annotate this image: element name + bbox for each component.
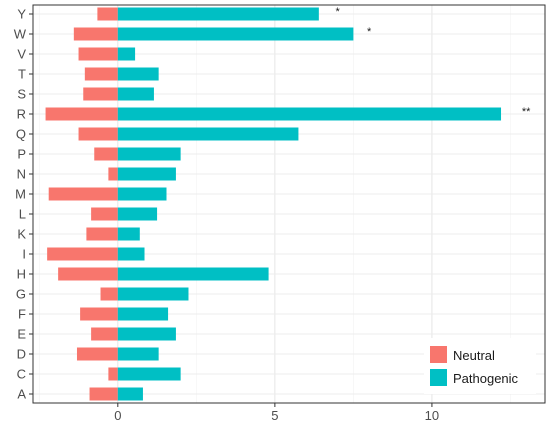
bars [45, 7, 502, 401]
legend-label-neutral: Neutral [453, 348, 495, 363]
bar-neutral-E [91, 327, 118, 341]
y-tick-label-S: S [17, 87, 26, 102]
bar-neutral-T [84, 67, 118, 81]
bar-neutral-Y [97, 7, 118, 21]
bar-pathogenic-Y [117, 7, 319, 21]
bar-pathogenic-W [117, 27, 354, 41]
y-tick-label-T: T [18, 67, 26, 82]
bar-neutral-D [76, 347, 118, 361]
y-tick-label-Y: Y [17, 7, 26, 22]
y-tick-label-H: H [17, 267, 26, 282]
y-tick-label-L: L [19, 207, 26, 222]
bar-neutral-F [80, 307, 118, 321]
y-tick-label-P: P [17, 147, 26, 162]
y-tick-label-I: I [22, 247, 26, 262]
legend-swatch-pathogenic [430, 369, 447, 386]
bar-pathogenic-A [117, 387, 143, 401]
x-tick-label: 10 [425, 408, 439, 423]
y-tick-label-N: N [17, 167, 26, 182]
y-tick-label-Q: Q [16, 127, 26, 142]
y-tick-label-G: G [16, 287, 26, 302]
bar-neutral-W [73, 27, 118, 41]
x-tick-label: 5 [271, 408, 278, 423]
legend-label-pathogenic: Pathogenic [453, 371, 519, 386]
annotation-W: * [367, 26, 372, 38]
bar-pathogenic-K [117, 227, 140, 241]
y-tick-label-F: F [18, 307, 26, 322]
bar-pathogenic-M [117, 187, 167, 201]
bar-neutral-A [89, 387, 118, 401]
bar-neutral-G [100, 287, 118, 301]
bar-neutral-V [78, 47, 118, 61]
bar-pathogenic-H [117, 267, 269, 281]
bar-pathogenic-F [117, 307, 169, 321]
bar-pathogenic-C [117, 367, 181, 381]
bar-pathogenic-N [117, 167, 176, 181]
y-tick-label-V: V [17, 47, 26, 62]
bar-neutral-H [58, 267, 118, 281]
bar-neutral-R [45, 107, 118, 121]
bar-pathogenic-T [117, 67, 159, 81]
bar-pathogenic-G [117, 287, 189, 301]
y-tick-label-D: D [17, 347, 26, 362]
bar-pathogenic-V [117, 47, 136, 61]
bar-neutral-S [83, 87, 118, 101]
y-tick-label-E: E [17, 327, 26, 342]
y-tick-label-M: M [15, 187, 26, 202]
bar-pathogenic-P [117, 147, 181, 161]
bar-neutral-L [91, 207, 118, 221]
x-tick-label: 0 [114, 408, 121, 423]
bar-pathogenic-Q [117, 127, 299, 141]
x-axis: 0 5 10 [114, 403, 439, 423]
bar-neutral-P [94, 147, 118, 161]
annotation-Y: * [336, 6, 341, 18]
y-tick-label-W: W [14, 27, 27, 42]
bar-pathogenic-I [117, 247, 145, 261]
bar-neutral-I [47, 247, 118, 261]
significance-annotations: **** [336, 6, 532, 118]
legend-swatch-neutral [430, 346, 447, 363]
bar-pathogenic-E [117, 327, 176, 341]
legend: Neutral Pathogenic [424, 338, 536, 394]
bar-neutral-C [108, 367, 118, 381]
bar-pathogenic-R [117, 107, 502, 121]
bar-neutral-M [48, 187, 118, 201]
y-tick-label-C: C [17, 367, 26, 382]
bar-pathogenic-S [117, 87, 154, 101]
y-tick-label-K: K [17, 227, 26, 242]
y-tick-label-R: R [17, 107, 26, 122]
annotation-R: ** [522, 106, 531, 118]
bar-neutral-N [108, 167, 118, 181]
bar-neutral-K [86, 227, 118, 241]
y-tick-label-A: A [17, 387, 26, 402]
plot-panel-border [32, 4, 546, 404]
bar-neutral-Q [78, 127, 118, 141]
bar-pathogenic-D [117, 347, 159, 361]
bar-pathogenic-L [117, 207, 158, 221]
